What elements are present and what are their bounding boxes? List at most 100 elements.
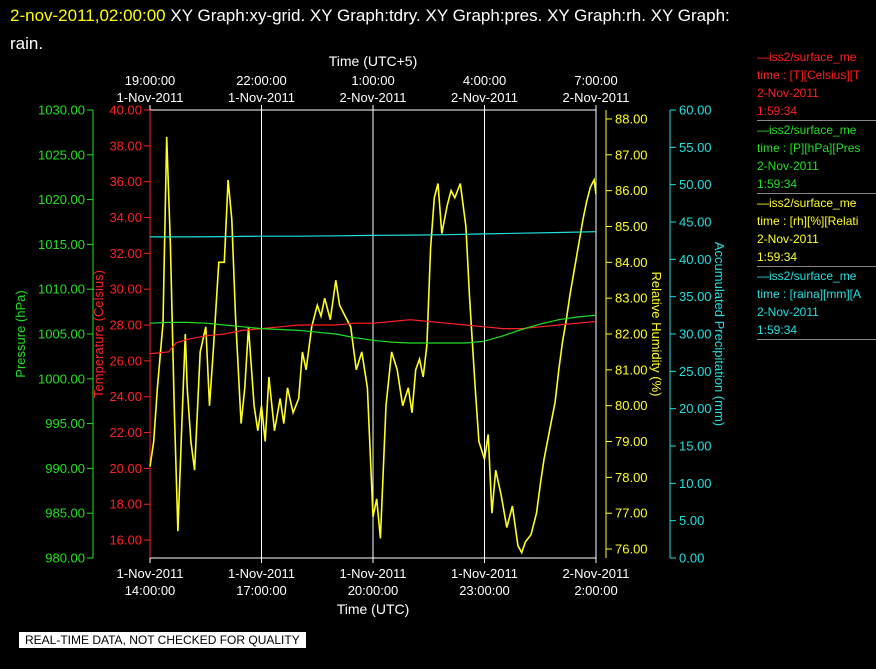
legend-entry-line2: time : [raina][mm][A: [757, 287, 862, 301]
series-line-temperature: [149, 319, 597, 355]
top-axis-label: Time (UTC+5): [329, 53, 418, 69]
humidity-tick-label: 76.00: [615, 542, 648, 557]
legend-entry-line1: —iss2/surface_me: [757, 123, 857, 137]
x-tick-label-time: 2:00:00: [574, 583, 617, 598]
legend-entry-line4: 1:59:34: [757, 323, 798, 337]
x-tick-label-date: 1-Nov-2011: [340, 566, 407, 581]
temperature-tick-label: 22.00: [109, 425, 142, 440]
humidity-tick-label: 84.00: [615, 255, 648, 270]
precip-tick-label: 10.00: [679, 476, 712, 491]
x-tick-label-time: 20:00:00: [348, 583, 399, 598]
humidity-tick-label: 85.00: [615, 219, 648, 234]
legend-entry-line3: 2-Nov-2011: [757, 305, 819, 319]
pressure-tick-label: 1015.00: [38, 237, 85, 252]
precip-tick-label: 40.00: [679, 252, 712, 267]
precip-tick-label: 15.00: [679, 439, 712, 454]
x-tick-label-time: 23:00:00: [459, 583, 510, 598]
legend: —iss2/surface_me time : [T][Celsius][T 2-N…: [757, 48, 876, 340]
humidity-axis-label: Relative Humidity (%): [649, 272, 664, 397]
precip-tick-label: 30.00: [679, 327, 712, 342]
temperature-tick-label: 16.00: [109, 533, 142, 548]
top-tick-label-time: 1:00:00: [351, 73, 394, 88]
x-axis-label: Time (UTC): [337, 601, 410, 617]
temperature-tick-label: 18.00: [109, 497, 142, 512]
temperature-tick-label: 36.00: [109, 174, 142, 189]
quality-warning: REAL-TIME DATA, NOT CHECKED FOR QUALITY: [18, 631, 307, 649]
pressure-tick-label: 1025.00: [38, 147, 85, 162]
humidity-tick-label: 80.00: [615, 398, 648, 413]
humidity-tick-label: 83.00: [615, 291, 648, 306]
pressure-tick-label: 1000.00: [38, 371, 85, 386]
precip-tick-label: 0.00: [679, 551, 704, 566]
x-tick-label-date: 1-Nov-2011: [228, 566, 295, 581]
pressure-tick-label: 1030.00: [38, 103, 85, 118]
pressure-tick-label: 1010.00: [38, 282, 85, 297]
precip-axis-label: Accumulated Precipitation (mm): [712, 242, 727, 426]
temperature-tick-label: 38.00: [109, 138, 142, 153]
top-tick-label-time: 7:00:00: [574, 73, 617, 88]
top-tick-label-date: 1-Nov-2011: [117, 90, 184, 105]
series-line-humidity: [149, 136, 597, 555]
humidity-tick-label: 88.00: [615, 111, 648, 126]
humidity-tick-label: 79.00: [615, 434, 648, 449]
x-tick-label-date: 1-Nov-2011: [451, 566, 518, 581]
precip-tick-label: 25.00: [679, 364, 712, 379]
temperature-axis-label: Temperature (Celsius): [91, 270, 106, 398]
legend-entry-line1: —iss2/surface_me: [757, 196, 857, 210]
series-precip: [150, 231, 597, 238]
timestamp: 2-nov-2011,02:00:00: [10, 6, 166, 25]
precip-tick-label: 45.00: [679, 215, 712, 230]
legend-entry-line3: 2-Nov-2011: [757, 159, 819, 173]
series-pressure: [149, 314, 597, 344]
pressure-tick-label: 990.00: [45, 461, 85, 476]
graph-list-wrap: rain.: [10, 34, 44, 53]
precip-tick-label: 5.00: [679, 513, 704, 528]
precip-tick-label: 50.00: [679, 177, 712, 192]
legend-entry-line2: time : [T][Celsius][T: [757, 68, 861, 82]
legend-entry-line4: 1:59:34: [757, 177, 798, 191]
pressure-tick-label: 1005.00: [38, 327, 85, 342]
top-tick-label-date: 2-Nov-2011: [563, 90, 630, 105]
legend-entry-line1: —iss2/surface_me: [757, 50, 857, 64]
series-line-precip: [150, 231, 597, 238]
temperature-tick-label: 28.00: [109, 318, 142, 333]
top-tick-label-date: 2-Nov-2011: [340, 90, 407, 105]
temperature-tick-label: 32.00: [109, 246, 142, 261]
temperature-tick-label: 40.00: [109, 103, 142, 118]
top-tick-label-date: 2-Nov-2011: [451, 90, 518, 105]
pressure-tick-label: 985.00: [45, 506, 85, 521]
x-tick-label-time: 17:00:00: [236, 583, 287, 598]
series-temperature: [149, 319, 597, 355]
legend-entry-line2: time : [rh][%][Relati: [757, 214, 859, 228]
legend-entry-line1: —iss2/surface_me: [757, 269, 857, 283]
temperature-tick-label: 26.00: [109, 353, 142, 368]
precip-tick-label: 35.00: [679, 289, 712, 304]
temperature-tick-label: 34.00: [109, 210, 142, 225]
top-tick-label-date: 1-Nov-2011: [228, 90, 295, 105]
temperature-tick-label: 24.00: [109, 389, 142, 404]
pressure-tick-label: 980.00: [45, 551, 85, 566]
legend-entry-line3: 2-Nov-2011: [757, 232, 819, 246]
top-tick-label-time: 19:00:00: [125, 73, 176, 88]
precip-tick-label: 60.00: [679, 103, 712, 118]
pressure-tick-label: 1020.00: [38, 192, 85, 207]
legend-entry-line3: 2-Nov-2011: [757, 86, 819, 100]
legend-entry-line4: 1:59:34: [757, 250, 798, 264]
humidity-tick-label: 82.00: [615, 327, 648, 342]
legend-entry-line4: 1:59:34: [757, 104, 798, 118]
humidity-tick-label: 78.00: [615, 470, 648, 485]
precip-tick-label: 55.00: [679, 140, 712, 155]
graph-list: XY Graph:xy-grid. XY Graph:tdry. XY Grap…: [170, 6, 730, 25]
series-line-pressure: [149, 314, 597, 344]
x-tick-label-date: 1-Nov-2011: [117, 566, 184, 581]
top-tick-label-time: 22:00:00: [236, 73, 287, 88]
temperature-tick-label: 20.00: [109, 461, 142, 476]
legend-entry: —iss2/surface_me time : [P][hPa][Pres 2-No…: [757, 121, 876, 194]
x-tick-label-time: 14:00:00: [125, 583, 176, 598]
humidity-tick-label: 87.00: [615, 147, 648, 162]
series-humidity: [149, 136, 597, 555]
humidity-tick-label: 86.00: [615, 183, 648, 198]
